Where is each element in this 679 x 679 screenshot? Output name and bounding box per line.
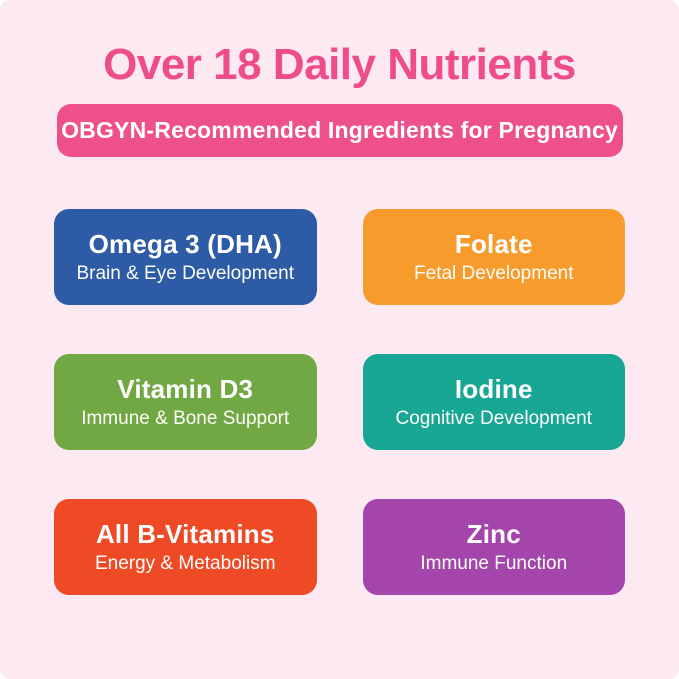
nutrient-card-title: All B-Vitamins <box>95 519 275 549</box>
page-title: Over 18 Daily Nutrients <box>103 40 576 89</box>
nutrient-card-b-vitamins: All B-Vitamins Energy & Metabolism <box>54 499 317 595</box>
nutrient-card-zinc: Zinc Immune Function <box>362 499 625 595</box>
nutrient-card-folate: Folate Fetal Development <box>362 209 625 305</box>
nutrient-card-title: Iodine <box>454 374 533 404</box>
nutrient-card-title: Vitamin D3 <box>117 374 254 404</box>
nutrient-card-omega3: Omega 3 (DHA) Brain & Eye Development <box>54 209 317 305</box>
nutrient-card-title: Folate <box>454 229 533 259</box>
nutrient-cards-grid: Omega 3 (DHA) Brain & Eye Development Fo… <box>54 209 625 595</box>
nutrient-card-iodine: Iodine Cognitive Development <box>362 354 625 450</box>
nutrient-card-title: Omega 3 (DHA) <box>88 229 282 259</box>
nutrient-card-subtitle: Brain & Eye Development <box>76 263 295 284</box>
nutrient-card-title: Zinc <box>466 519 521 549</box>
nutrient-card-subtitle: Energy & Metabolism <box>94 553 276 574</box>
nutrient-card-subtitle: Immune & Bone Support <box>81 408 290 429</box>
nutrient-card-vitamin-d3: Vitamin D3 Immune & Bone Support <box>54 354 317 450</box>
nutrient-card-subtitle: Immune Function <box>420 553 568 574</box>
obgyn-banner: OBGYN-Recommended Ingredients for Pregna… <box>56 104 623 157</box>
nutrient-card-subtitle: Cognitive Development <box>395 408 592 429</box>
nutrient-card-subtitle: Fetal Development <box>414 263 574 284</box>
